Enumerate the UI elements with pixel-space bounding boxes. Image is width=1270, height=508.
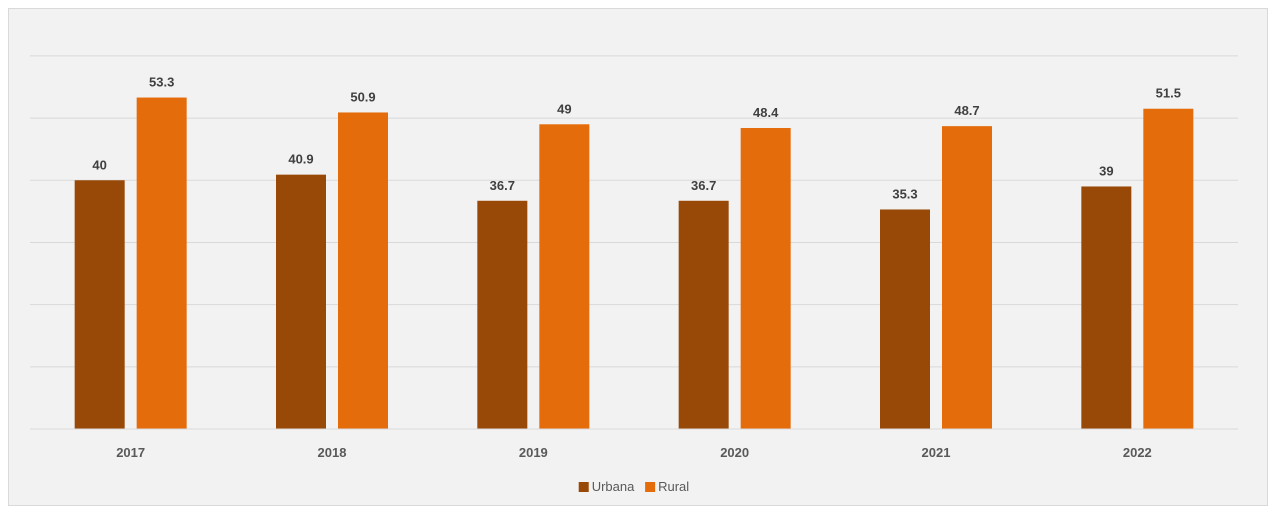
bar-urbana-2017: [74, 180, 125, 429]
gridlines: [30, 55, 1238, 368]
bar-urbana-2022: [1081, 186, 1132, 429]
data-label-urbana-2017: 40: [92, 157, 106, 172]
bar-urbana-2020: [678, 200, 729, 429]
bar-rural-2018: [338, 112, 388, 429]
bar-rural-2020: [740, 128, 791, 429]
data-label-urbana-2021: 35.3: [892, 186, 917, 201]
data-label-rural-2017: 53.3: [149, 75, 174, 90]
x-axis-tick-labels: 2017 2018 2019 2020 2021 2022: [116, 445, 1152, 460]
x-tick-2019: 2019: [519, 445, 548, 460]
bar-urbana-2018: [276, 174, 326, 429]
data-label-urbana-2020: 36.7: [691, 178, 716, 193]
legend-swatch-rural: [645, 482, 656, 492]
bar-rural-2021: [942, 126, 992, 429]
legend-swatch-urbana: [578, 482, 589, 492]
legend-label-rural: Rural: [658, 479, 689, 494]
data-label-rural-2019: 49: [557, 101, 571, 116]
chart-frame: [8, 8, 1268, 506]
x-tick-2022: 2022: [1123, 445, 1152, 460]
x-tick-2018: 2018: [318, 445, 347, 460]
data-label-urbana-2022: 39: [1099, 163, 1113, 178]
data-label-urbana-2018: 40.9: [288, 152, 313, 167]
x-tick-2021: 2021: [922, 445, 951, 460]
bars: [74, 97, 1194, 430]
legend-item-rural: Rural: [645, 479, 689, 494]
x-tick-2020: 2020: [720, 445, 749, 460]
data-label-urbana-2019: 36.7: [490, 178, 515, 193]
data-label-rural-2022: 51.5: [1156, 86, 1181, 101]
data-label-rural-2021: 48.7: [954, 103, 979, 118]
data-labels: 40 53.3 40.9 50.9 36.7 49 36.7 48.4 35.3 48.7 39 51…: [92, 75, 1181, 202]
data-label-rural-2018: 50.9: [350, 89, 375, 104]
data-label-rural-2020: 48.4: [753, 105, 779, 120]
bar-urbana-2021: [880, 209, 930, 429]
bar-rural-2017: [136, 97, 187, 430]
legend-label-urbana: Urbana: [592, 479, 635, 494]
legend-item-urbana: Urbana: [578, 479, 635, 494]
legend: Urbana Rural: [578, 479, 689, 494]
bar-urbana-2019: [477, 200, 528, 429]
x-tick-2017: 2017: [116, 445, 145, 460]
bar-rural-2019: [539, 124, 590, 429]
bar-rural-2022: [1143, 108, 1194, 429]
